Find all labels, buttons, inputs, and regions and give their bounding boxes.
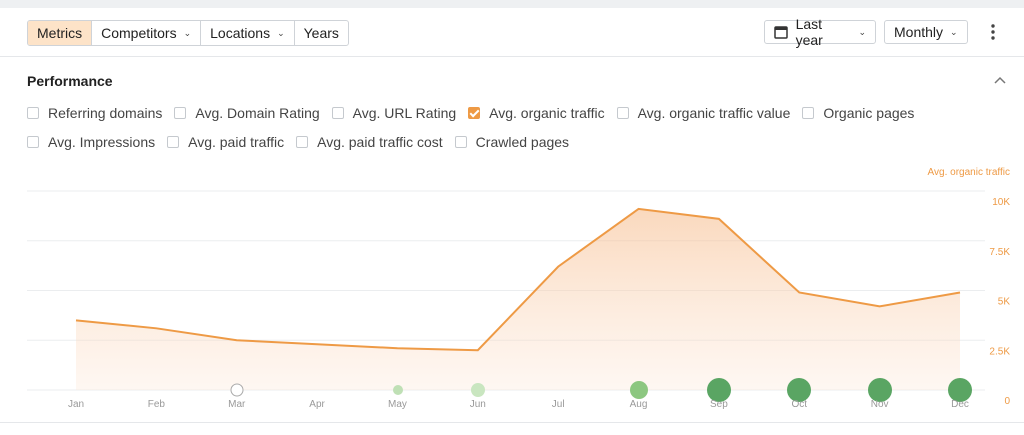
- update-marker[interactable]: [471, 383, 485, 397]
- tab[interactable]: Locations ⌄: [201, 21, 295, 45]
- tab-label: Metrics: [37, 25, 83, 41]
- area: [76, 208, 960, 390]
- metric-checkbox[interactable]: Avg. organic traffic value: [616, 105, 791, 121]
- divider: [0, 422, 1024, 423]
- metric-label: Organic pages: [823, 105, 915, 121]
- chevron: ⌄: [858, 26, 866, 37]
- tab-label: Years: [303, 25, 339, 41]
- metric-checkbox[interactable]: Avg. paid traffic cost: [296, 134, 443, 150]
- more-menu[interactable]: [988, 22, 998, 42]
- metric-checkbox[interactable]: Avg. URL Rating: [331, 105, 457, 121]
- tab-label: Competitors: [101, 25, 177, 41]
- update-marker[interactable]: [707, 378, 731, 402]
- y-tick-label: 7.5K: [989, 247, 1010, 258]
- update-marker[interactable]: [948, 378, 972, 402]
- tab[interactable]: Metrics: [28, 21, 93, 45]
- y-tick-label: 2.5K: [989, 346, 1010, 357]
- update-markers: [230, 378, 972, 402]
- divider: [0, 56, 1024, 57]
- checkbox[interactable]: [468, 107, 481, 119]
- x-tick-label: Sep: [710, 399, 728, 410]
- metric-label: Crawled pages: [475, 134, 570, 150]
- metric-checkbox[interactable]: Avg. paid traffic: [167, 134, 284, 150]
- x-tick-label: Jun: [470, 399, 486, 410]
- x-tick-label: Apr: [309, 399, 325, 410]
- checkbox[interactable]: [454, 136, 467, 148]
- x-tick-label: Dec: [951, 399, 969, 410]
- checkbox[interactable]: [27, 136, 39, 148]
- metric-row: Referring domains Avg. Domain Rating Avg. …: [27, 105, 926, 121]
- series-label: Avg. organic traffic: [928, 167, 1010, 178]
- chevron: ⌄: [183, 27, 192, 38]
- metric-row: Avg. Impressions Avg. paid traffic Avg. pa…: [27, 134, 581, 150]
- update-marker[interactable]: [787, 378, 811, 402]
- metric-checkbox[interactable]: Avg. Impressions: [27, 134, 155, 150]
- period-dropdown[interactable]: Last year ⌄: [764, 16, 876, 48]
- interval-dropdown[interactable]: Monthly ⌄: [884, 20, 968, 44]
- metric-checkbox[interactable]: Organic pages: [802, 105, 914, 121]
- x-tick-label: Aug: [630, 399, 648, 410]
- line: [75, 207, 961, 352]
- metric-label: Avg. organic traffic: [489, 105, 605, 121]
- collapse-toggle[interactable]: [993, 75, 1007, 85]
- x-tick-label: Nov: [871, 399, 889, 410]
- section-title: Performance: [27, 73, 113, 89]
- tab[interactable]: Years: [295, 21, 348, 45]
- checkbox[interactable]: [802, 107, 815, 119]
- checkbox[interactable]: [331, 107, 344, 119]
- x-tick-label: May: [388, 399, 407, 410]
- checkbox[interactable]: [167, 136, 180, 148]
- update-marker[interactable]: [230, 383, 244, 397]
- tab-label: Locations: [210, 25, 271, 41]
- period-label: Last year: [795, 16, 823, 48]
- x-tick-label: Mar: [228, 399, 246, 410]
- metric-label: Avg. Impressions: [48, 134, 156, 150]
- chevron: ⌄: [950, 26, 958, 37]
- metric-checkbox[interactable]: Crawled pages: [454, 134, 570, 150]
- x-tick-label: Feb: [148, 399, 166, 410]
- metric-label: Avg. Domain Rating: [195, 105, 320, 121]
- card: Metrics Competitors ⌄ Locations ⌄ Years Last …: [0, 8, 1024, 435]
- checkbox[interactable]: [616, 107, 629, 119]
- y-tick-label: 10K: [992, 197, 1010, 208]
- metric-label: Avg. paid traffic: [188, 134, 285, 150]
- chart: 0 2.5K 5K 7.5K 10K Jan Feb Mar Apr May Jun Jul Aug Se…: [27, 167, 1011, 410]
- metric-label: Referring domains: [48, 105, 163, 121]
- y-tick-label: 0: [1004, 396, 1010, 407]
- interval-label: Monthly: [894, 24, 944, 40]
- y-tick-label: 5K: [998, 297, 1011, 308]
- chevron: ⌄: [277, 27, 285, 38]
- metric-checkbox[interactable]: Referring domains: [27, 105, 162, 121]
- checkbox[interactable]: [27, 107, 39, 119]
- tab[interactable]: Competitors ⌄: [92, 21, 202, 45]
- checkbox[interactable]: [296, 136, 309, 148]
- metric-checkbox[interactable]: Avg. Domain Rating: [174, 105, 320, 121]
- update-marker[interactable]: [393, 385, 403, 395]
- x-tick-label: Oct: [791, 399, 807, 410]
- update-marker[interactable]: [630, 381, 648, 399]
- metric-checkbox[interactable]: Avg. organic traffic: [468, 105, 605, 121]
- x-tick-label: Jan: [68, 399, 84, 410]
- metric-label: Avg. organic traffic value: [637, 105, 791, 121]
- metric-label: Avg. paid traffic cost: [317, 134, 443, 150]
- checkbox[interactable]: [174, 107, 187, 119]
- metric-label: Avg. URL Rating: [352, 105, 457, 121]
- x-tick-label: Jul: [552, 399, 565, 410]
- calendar-icon: [774, 26, 788, 39]
- tab-group: Metrics Competitors ⌄ Locations ⌄ Years: [27, 20, 349, 46]
- update-marker[interactable]: [868, 378, 892, 402]
